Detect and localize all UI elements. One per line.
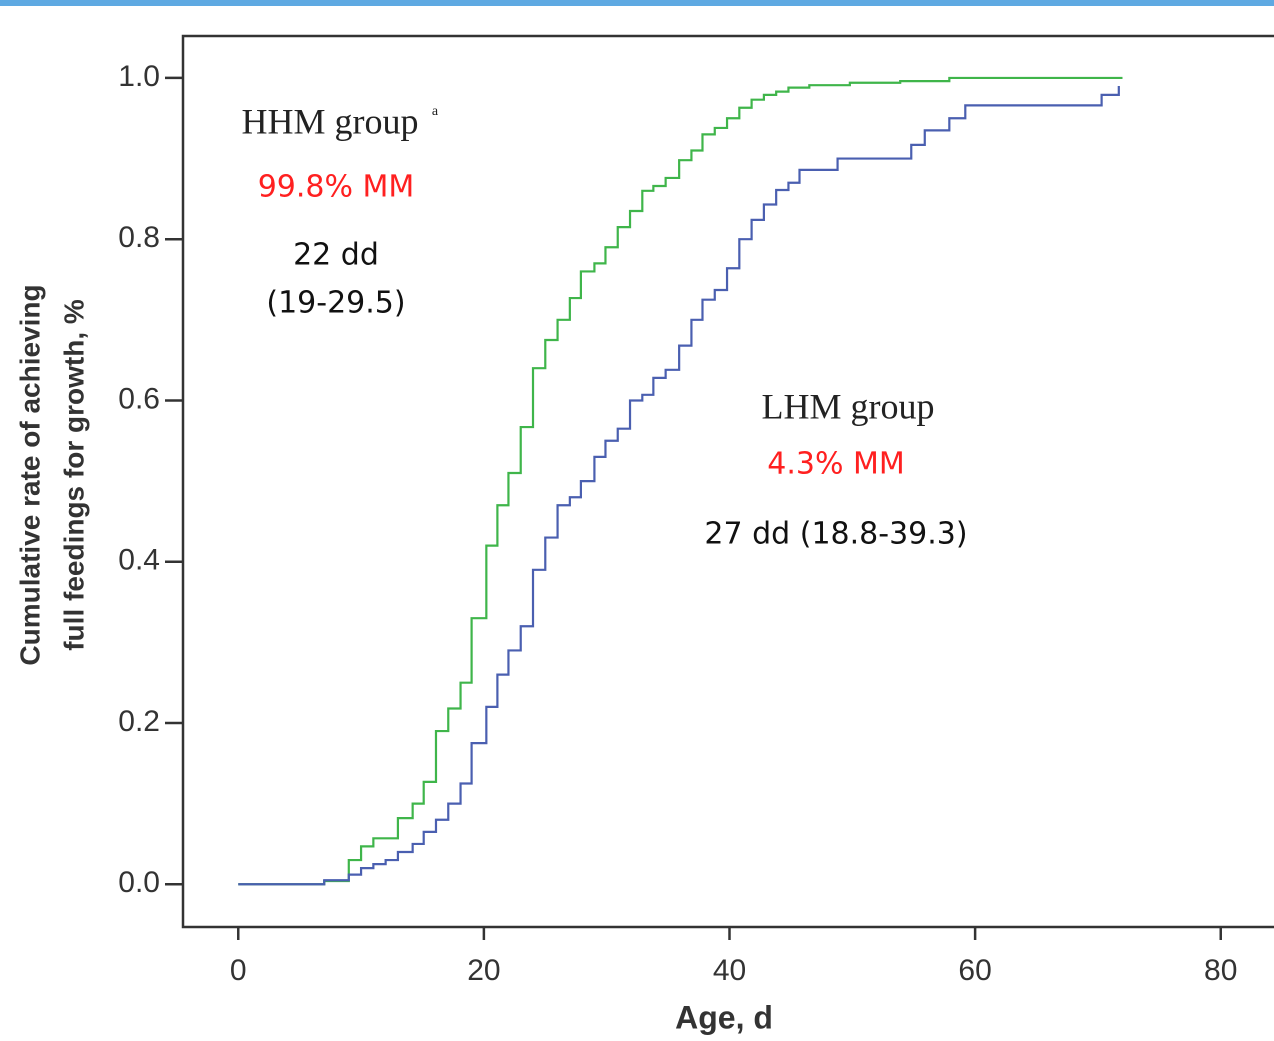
y-axis-label-line: full feedings for growth, % (58, 299, 89, 651)
annotation: 99.8% MM (258, 170, 415, 205)
y-tick-label: 0.0 (118, 866, 160, 899)
y-tick-label: 0.2 (118, 705, 160, 738)
plot-frame (181, 34, 1274, 929)
annotation: a (432, 104, 439, 119)
annotation: 22 dd (293, 238, 379, 273)
x-tick-label: 80 (1204, 954, 1237, 987)
annotation: 27 dd (18.8-39.3) (704, 517, 967, 552)
x-tick-label: 40 (713, 954, 746, 987)
y-tick-label: 0.4 (118, 544, 160, 577)
series-line (238, 85, 1120, 886)
series-line (238, 76, 1123, 886)
y-axis-label-line: Cumulative rate of achieving (14, 284, 45, 665)
annotation: 4.3% MM (767, 447, 905, 482)
annotation: (19-29.5) (266, 286, 405, 321)
y-axis-label: Cumulative rate of achieving full feedin… (14, 284, 89, 665)
y-tick-label: 1.0 (118, 60, 160, 93)
x-tick-label: 0 (230, 954, 247, 987)
x-axis-label: Age, d (675, 999, 773, 1035)
x-tick-label: 20 (467, 954, 500, 987)
y-tick-label: 0.8 (118, 221, 160, 254)
x-tick-label: 60 (958, 954, 991, 987)
annotation: LHM group (762, 386, 935, 426)
y-tick-label: 0.6 (118, 382, 160, 415)
annotation: HHM group (242, 101, 419, 141)
top-band (0, 0, 1274, 6)
